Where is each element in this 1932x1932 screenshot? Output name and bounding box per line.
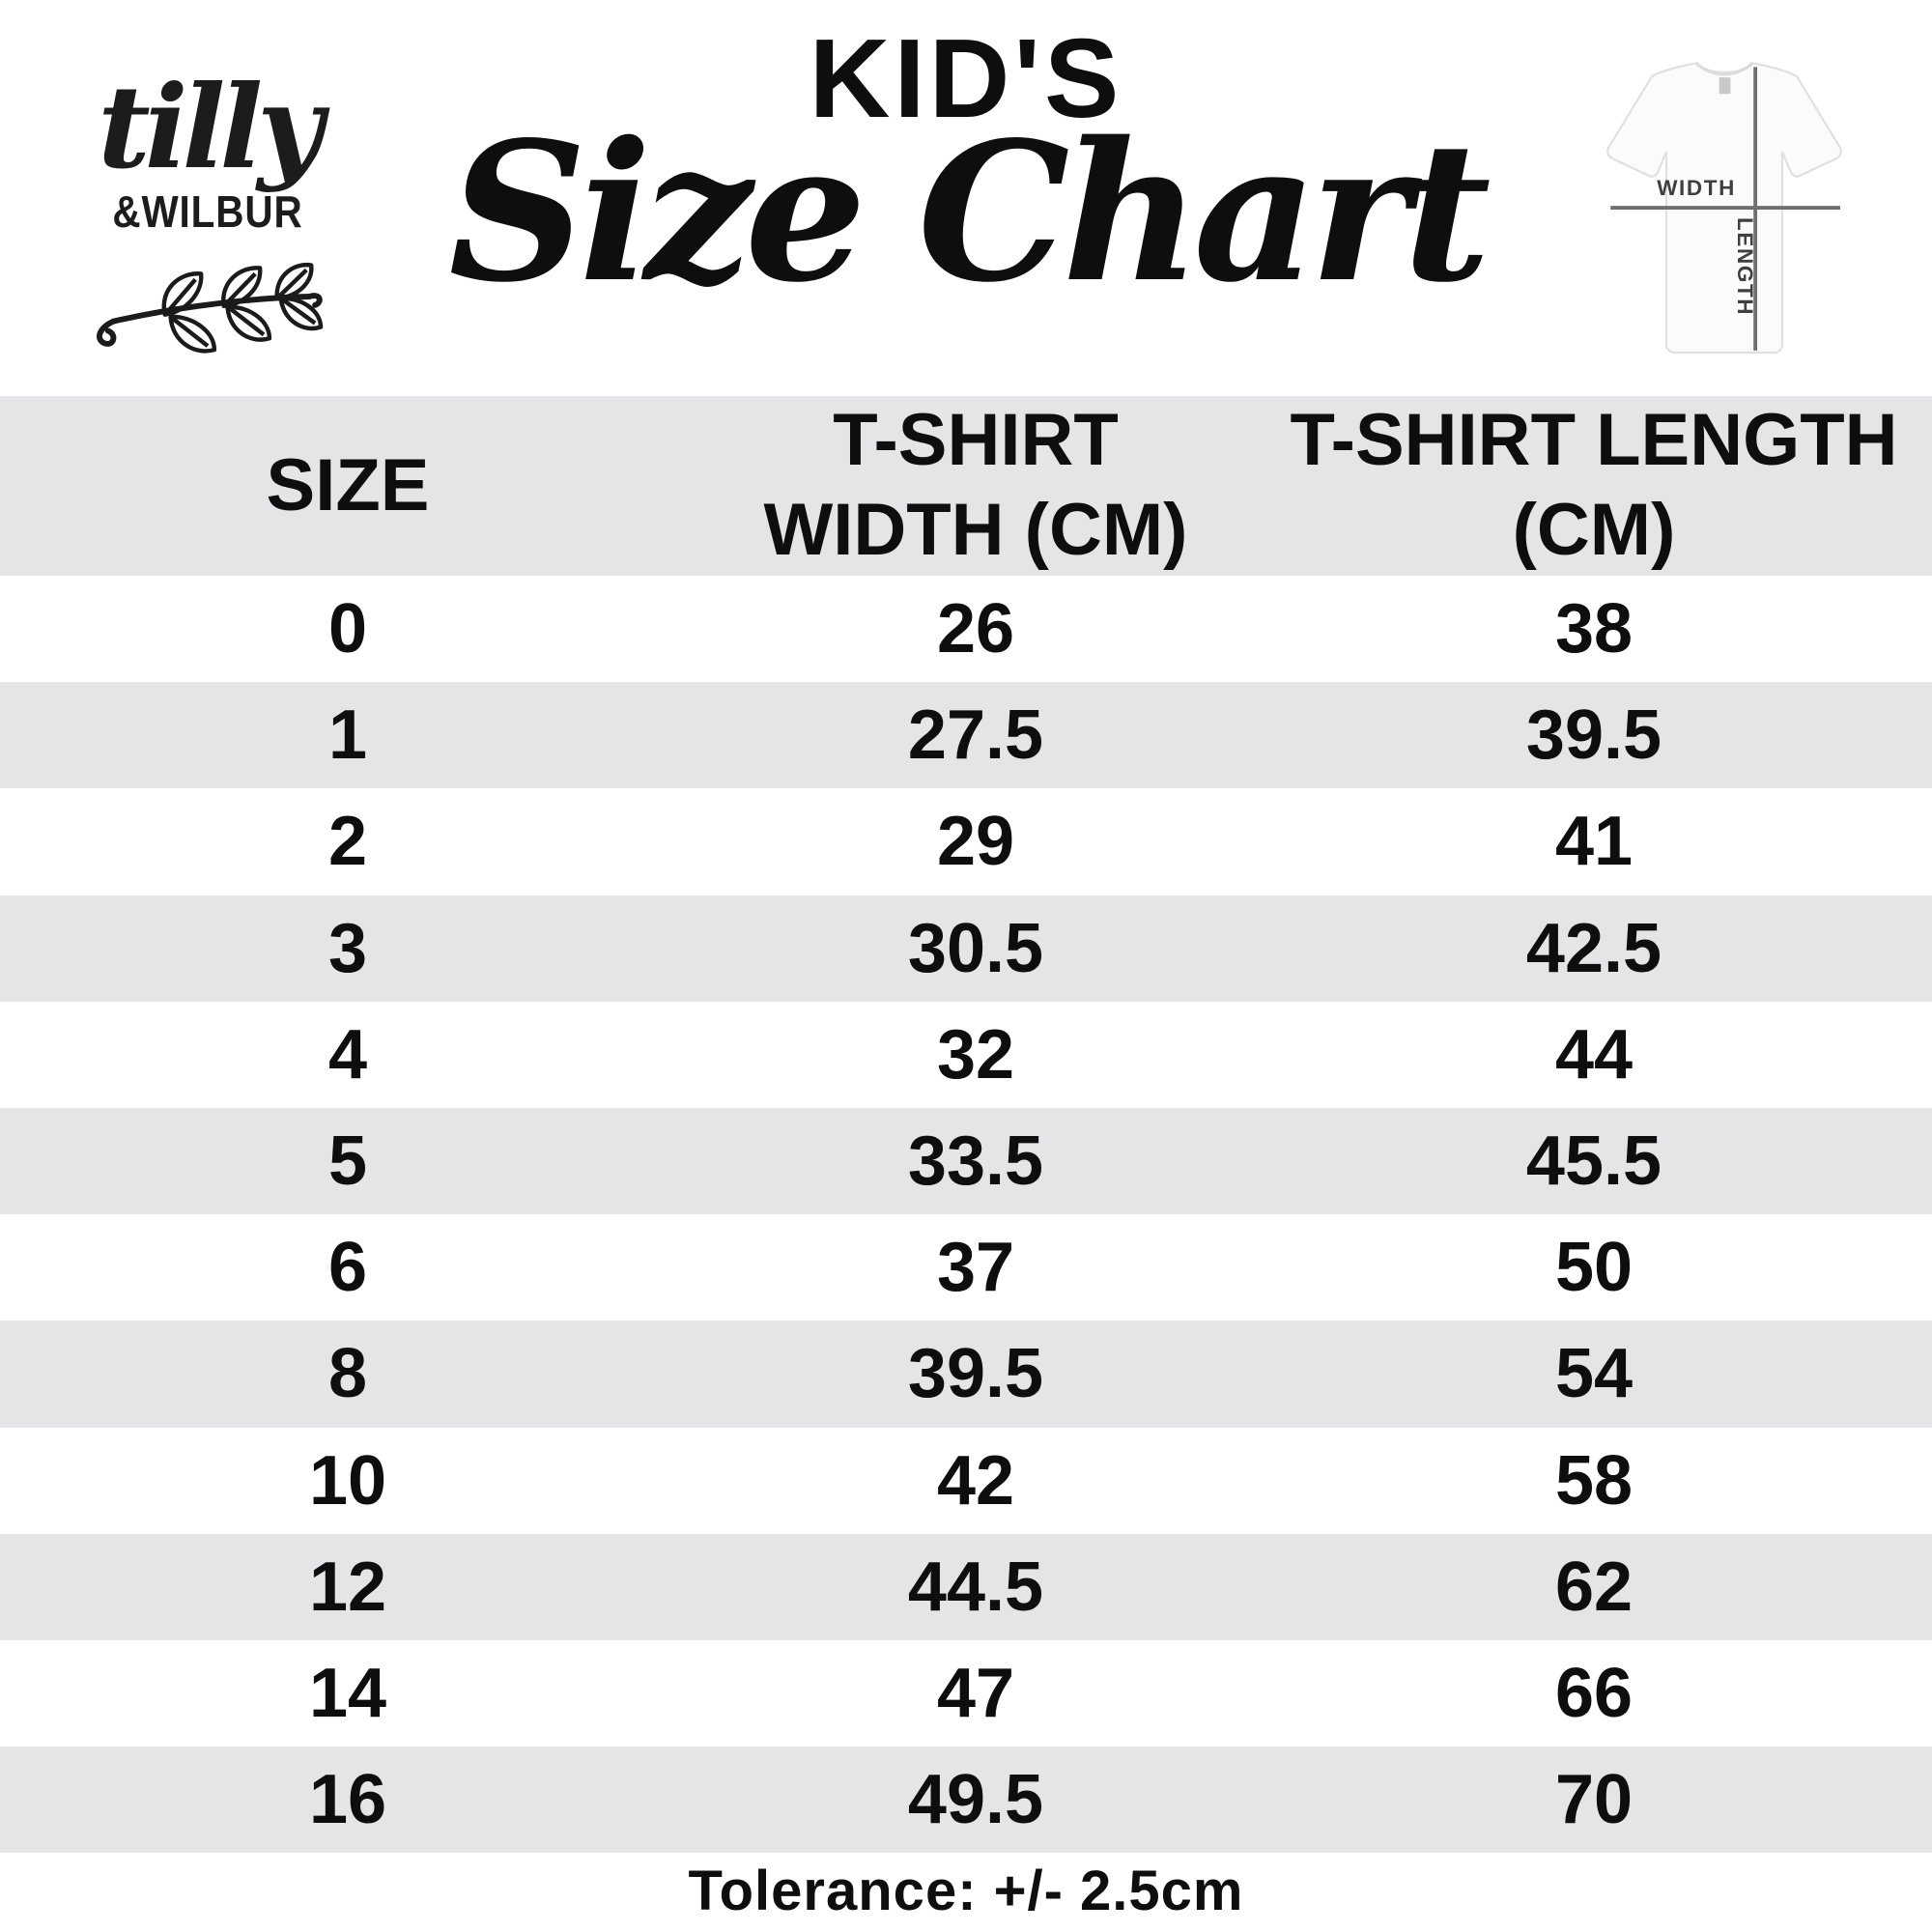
table-row: 14 47 66 (0, 1639, 1932, 1747)
width-cell: 29 (936, 803, 1015, 881)
size-cell: 3 (327, 909, 368, 987)
brand-logo: tilly &WILBUR (75, 60, 340, 354)
width-cell: 32 (936, 1015, 1015, 1094)
size-cell: 14 (308, 1654, 387, 1732)
column-header-width: T-SHIRT WIDTH (CM) (763, 399, 1188, 571)
table-row: 2 29 41 (0, 788, 1932, 895)
length-cell: 70 (1554, 1761, 1634, 1839)
table-row: 1 27.5 39.5 (0, 682, 1932, 789)
column-header-length: T-SHIRT LENGTH (CM) (1290, 399, 1898, 571)
width-cell: 44.5 (907, 1548, 1044, 1626)
length-cell: 45.5 (1525, 1122, 1662, 1201)
length-cell: 62 (1554, 1548, 1634, 1626)
length-cell: 66 (1554, 1654, 1634, 1732)
size-cell: 2 (327, 803, 368, 881)
table-row: 10 42 58 (0, 1427, 1932, 1534)
chart-category-title: KID'S (809, 15, 1123, 141)
size-cell: 4 (327, 1015, 368, 1094)
length-cell: 41 (1554, 803, 1634, 881)
brand-name: tilly (98, 60, 324, 194)
tshirt-measurement-diagram: WIDTH LENGTH (1589, 46, 1860, 367)
width-cell: 37 (936, 1229, 1015, 1307)
width-cell: 33.5 (907, 1122, 1044, 1201)
size-cell: 0 (327, 590, 368, 668)
size-cell: 5 (327, 1122, 368, 1201)
length-label: LENGTH (1733, 217, 1757, 316)
size-cell: 8 (327, 1335, 368, 1413)
size-cell: 6 (327, 1229, 368, 1307)
width-cell: 39.5 (907, 1335, 1044, 1413)
table-row: 12 44.5 62 (0, 1533, 1932, 1640)
width-cell: 49.5 (907, 1761, 1044, 1839)
width-cell: 30.5 (907, 909, 1044, 987)
width-label: WIDTH (1657, 176, 1736, 200)
neck-label (1719, 77, 1731, 95)
length-cell: 58 (1554, 1441, 1634, 1520)
size-table: SIZE T-SHIRT WIDTH (CM) T-SHIRT LENGTH (… (0, 396, 1932, 1854)
table-row: 4 32 44 (0, 1001, 1932, 1108)
size-cell: 10 (308, 1441, 387, 1520)
width-cell: 27.5 (907, 696, 1044, 775)
table-header-row: SIZE T-SHIRT WIDTH (CM) T-SHIRT LENGTH (… (0, 396, 1932, 576)
length-cell: 39.5 (1525, 696, 1662, 775)
laurel-branch-icon (97, 263, 324, 354)
tolerance-note: Tolerance: +/- 2.5cm (688, 1860, 1244, 1922)
width-cell: 42 (936, 1441, 1015, 1520)
width-cell: 47 (936, 1654, 1015, 1732)
tshirt-icon: WIDTH LENGTH (1606, 61, 1842, 355)
table-row: 8 39.5 54 (0, 1321, 1932, 1428)
table-row: 16 49.5 70 (0, 1747, 1932, 1854)
length-cell: 50 (1554, 1229, 1634, 1307)
length-cell: 54 (1554, 1335, 1634, 1413)
length-cell: 44 (1554, 1015, 1634, 1094)
table-row: 6 37 50 (0, 1214, 1932, 1321)
brand-name-sub: &WILBUR (112, 186, 303, 238)
table-body: 0 26 38 1 27.5 39.5 2 29 41 3 (0, 576, 1932, 1854)
size-cell: 12 (308, 1548, 387, 1626)
length-cell: 42.5 (1525, 909, 1662, 987)
size-cell: 1 (327, 696, 368, 775)
column-header-size: SIZE (266, 443, 430, 526)
width-cell: 26 (936, 590, 1015, 668)
table-row: 5 33.5 45.5 (0, 1107, 1932, 1215)
table-row: 3 30.5 42.5 (0, 895, 1932, 1002)
length-cell: 38 (1554, 590, 1634, 668)
table-row: 0 26 38 (0, 576, 1932, 683)
chart-title: Size Chart (448, 99, 1491, 325)
size-cell: 16 (308, 1761, 387, 1839)
